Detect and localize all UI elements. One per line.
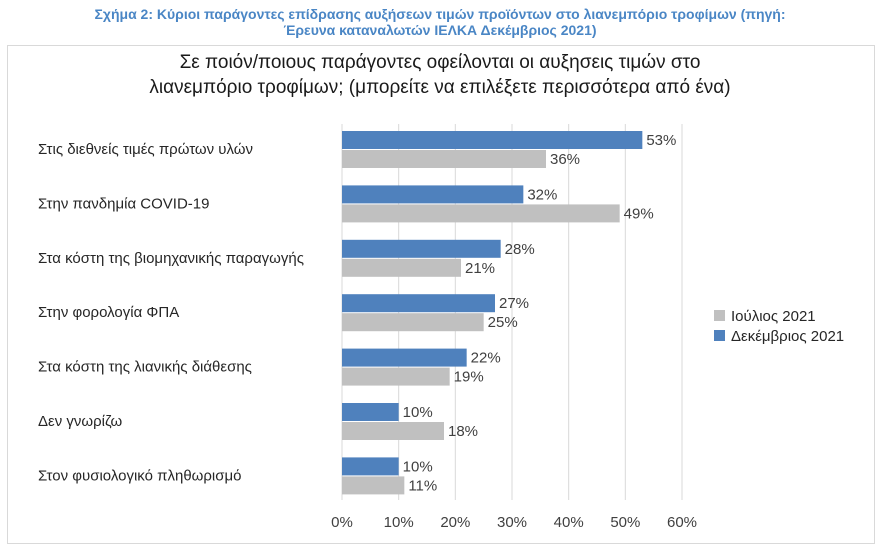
legend-label-1: Δεκέμβριος 2021	[731, 328, 844, 345]
category-label-0: Στις διεθνείς τιμές πρώτων υλών	[38, 141, 253, 158]
value-label-jul-2: 21%	[465, 260, 495, 277]
value-label-jul-4: 19%	[454, 369, 484, 386]
x-tick-label-5: 50%	[610, 514, 640, 531]
chart-title-line-1: Σε ποιόν/ποιους παράγοντες οφείλονται οι…	[179, 52, 701, 73]
value-label-jul-1: 49%	[624, 205, 654, 222]
category-label-2: Στα κόστη της βιομηχανικής παραγωγής	[38, 250, 304, 267]
figure-caption-line-2: Έρευνα καταναλωτών ΙΕΛΚΑ Δεκέμβριος 2021…	[283, 22, 597, 38]
category-label-3: Στην φορολογία ΦΠΑ	[38, 304, 179, 321]
value-label-dec-0: 53%	[646, 132, 676, 149]
bar-jul-2	[342, 258, 461, 277]
bar-jul-6	[342, 476, 405, 495]
bar-dec-2	[342, 239, 501, 258]
x-tick-label-4: 40%	[554, 514, 584, 531]
bar-dec-5	[342, 403, 399, 421]
legend-swatch-0	[714, 310, 725, 321]
value-label-dec-4: 22%	[471, 350, 501, 367]
bar-jul-1	[342, 204, 620, 223]
value-label-dec-5: 10%	[403, 404, 433, 421]
value-label-jul-0: 36%	[550, 151, 580, 168]
value-label-dec-3: 27%	[499, 295, 529, 312]
bar-dec-3	[342, 294, 495, 313]
value-label-jul-6: 11%	[408, 477, 437, 494]
category-label-1: Στην πανδημία COVID-19	[38, 195, 210, 212]
x-tick-label-1: 10%	[384, 514, 414, 531]
category-label-4: Στα κόστη της λιανικής διάθεσης	[38, 359, 252, 376]
category-label-5: Δεν γνωρίζω	[38, 413, 123, 430]
value-label-jul-3: 25%	[488, 314, 518, 331]
bar-jul-4	[342, 367, 450, 386]
legend-label-0: Ιούλιος 2021	[731, 308, 816, 325]
bar-jul-5	[342, 422, 444, 440]
bar-dec-6	[342, 457, 399, 476]
value-label-dec-6: 10%	[403, 458, 433, 475]
value-label-dec-2: 28%	[505, 241, 535, 258]
chart-title-line-2: λιανεμπόριο τροφίμων; (μπορείτε να επιλέ…	[149, 77, 731, 98]
figure-caption: Σχήμα 2: Κύριοι παράγοντες επίδρασης αυξ…	[0, 6, 880, 38]
chart-title: Σε ποιόν/ποιους παράγοντες οφείλονται οι…	[0, 50, 880, 100]
bar-dec-1	[342, 185, 524, 204]
x-tick-label-3: 30%	[497, 514, 527, 531]
bar-dec-4	[342, 348, 467, 367]
figure-caption-line-1: Σχήμα 2: Κύριοι παράγοντες επίδρασης αυξ…	[94, 6, 786, 22]
x-tick-label-6: 60%	[667, 514, 697, 531]
category-label-6: Στον φυσιολογικό πληθωρισμό	[38, 467, 241, 484]
value-label-dec-1: 32%	[527, 186, 557, 203]
bar-jul-0	[342, 150, 546, 168]
value-label-jul-5: 18%	[448, 423, 478, 440]
bar-jul-3	[342, 313, 484, 332]
bar-dec-0	[342, 131, 643, 149]
x-tick-label-2: 20%	[440, 514, 470, 531]
x-tick-label-0: 0%	[331, 514, 353, 531]
legend-swatch-1	[714, 330, 725, 341]
